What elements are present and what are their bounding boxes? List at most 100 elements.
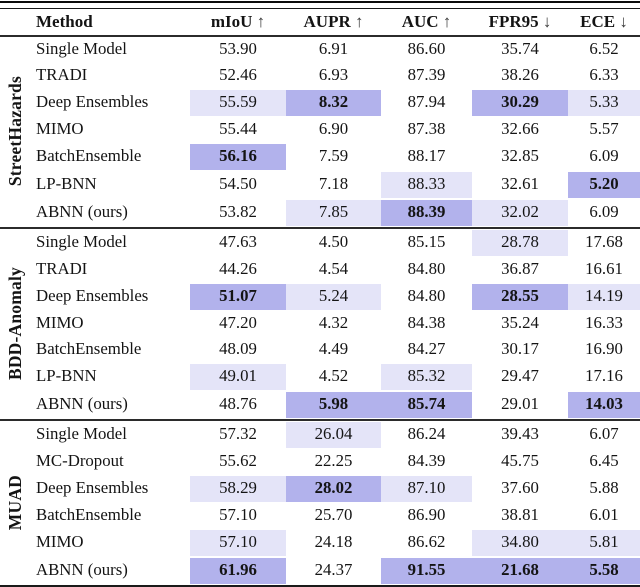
value-cell-aupr: 7.18	[318, 174, 349, 194]
group-label-cell: MUAD	[0, 420, 32, 586]
value-cell-fpr95: 30.17	[501, 339, 539, 359]
method-cell: MC-Dropout	[36, 451, 124, 471]
value-cell-ece: 16.90	[585, 339, 623, 359]
value-cell-miou: 51.07	[190, 283, 286, 311]
metric-column-header-fpr95: FPR95 ↓	[472, 8, 568, 37]
metric-column-header-aupr: AUPR ↑	[286, 8, 381, 37]
value-cell-auc: 85.32	[381, 363, 472, 391]
metric-label: FPR95	[488, 11, 543, 31]
method-cell: LP-BNN	[36, 174, 97, 194]
value-cell-aupr: 7.59	[318, 146, 349, 166]
value-cell-fpr95: 29.01	[501, 394, 539, 414]
value-cell-miou: 55.62	[219, 451, 257, 471]
arrow-down-icon: ↓	[542, 11, 552, 31]
value-cell-ece: 14.03	[568, 391, 640, 420]
value-cell-fpr95: 30.29	[472, 89, 568, 117]
table-row: Deep Ensembles 55.59 8.32 87.94 30.29 5.33	[0, 89, 640, 117]
metric-column-header-ece: ECE ↓	[568, 8, 640, 37]
value-cell-auc: 86.24	[407, 424, 446, 444]
value-cell-aupr: 22.25	[314, 451, 353, 471]
value-cell-auc: 84.27	[407, 339, 446, 359]
method-cell: ABNN (ours)	[36, 560, 128, 580]
method-cell: TRADI	[36, 65, 88, 85]
value-cell-auc: 88.33	[381, 171, 472, 199]
metric-label: AUC	[401, 11, 443, 31]
value-cell-ece: 6.33	[589, 65, 619, 85]
method-cell: MIMO	[36, 119, 84, 139]
method-cell: Single Model	[36, 232, 127, 252]
table-header: Method mIoU ↑ AUPR ↑ AUC ↑ FPR95 ↓ ECE ↓	[0, 8, 640, 37]
value-cell-aupr: 6.91	[318, 39, 349, 59]
value-cell-auc: 84.39	[407, 451, 446, 471]
table-row: StreetHazards Single Model 53.90 6.91 86.60 3…	[0, 36, 640, 186]
value-cell-miou: 48.09	[219, 339, 257, 359]
method-cell: Deep Ensembles	[36, 286, 149, 306]
value-cell-ece: 5.33	[568, 89, 640, 117]
group-label: BDD-Anomaly	[5, 266, 26, 381]
value-cell-ece: 5.88	[589, 478, 619, 498]
value-cell-ece: 14.19	[568, 283, 640, 311]
table-row: LP-BNN 49.01 4.52 85.32 29.47 17.16	[0, 363, 640, 391]
value-cell-miou: 57.10	[219, 505, 257, 525]
header-row: Method mIoU ↑ AUPR ↑ AUC ↑ FPR95 ↓ ECE ↓	[0, 8, 640, 37]
value-cell-ece: 17.68	[585, 232, 623, 252]
table-row: BatchEnsemble 48.09 4.49 84.27 30.17 16.90	[0, 337, 640, 363]
method-cell: Single Model	[36, 424, 127, 444]
method-cell: ABNN (ours)	[36, 202, 128, 222]
value-cell-aupr: 24.37	[314, 560, 353, 580]
method-cell: Single Model	[36, 39, 127, 59]
value-cell-fpr95: 32.61	[501, 174, 539, 194]
method-cell: Deep Ensembles	[36, 478, 149, 498]
value-cell-fpr95: 32.02	[472, 199, 568, 228]
table-row: MIMO 57.10 24.18 86.62 34.80 5.81	[0, 529, 640, 557]
benchmark-results-table: Method mIoU ↑ AUPR ↑ AUC ↑ FPR95 ↓ ECE ↓ Str…	[0, 8, 640, 587]
value-cell-auc: 88.17	[407, 146, 446, 166]
value-cell-miou: 56.16	[190, 143, 286, 171]
table-row: MIMO 55.44 6.90 87.38 32.66 5.57	[0, 117, 640, 143]
value-cell-auc: 87.38	[407, 119, 446, 139]
value-cell-ece: 6.52	[589, 39, 619, 59]
value-cell-auc: 88.39	[381, 199, 472, 228]
group-label: StreetHazards	[5, 76, 26, 187]
value-cell-fpr95: 39.43	[501, 424, 539, 444]
value-cell-ece: 6.01	[589, 505, 619, 525]
table-row: LP-BNN 54.50 7.18 88.33 32.61 5.20	[0, 171, 640, 199]
value-cell-auc: 84.80	[407, 259, 446, 279]
value-cell-aupr: 28.02	[286, 475, 381, 503]
method-cell: ABNN (ours)	[36, 394, 128, 414]
table-row: MIMO 47.20 4.32 84.38 35.24 16.33	[0, 311, 640, 337]
metric-label: mIoU	[210, 11, 257, 31]
value-cell-auc: 86.62	[407, 532, 446, 552]
value-cell-ece: 17.16	[585, 366, 623, 386]
value-cell-aupr: 26.04	[286, 420, 381, 449]
value-cell-aupr: 5.98	[286, 391, 381, 420]
value-cell-aupr: 7.85	[286, 199, 381, 228]
value-cell-auc: 87.39	[407, 65, 446, 85]
value-cell-ece: 6.07	[589, 424, 619, 444]
value-cell-miou: 44.26	[219, 259, 257, 279]
value-cell-fpr95: 21.68	[472, 557, 568, 586]
table-row: TRADI 52.46 6.93 87.39 38.26 6.33	[0, 63, 640, 89]
value-cell-fpr95: 34.80	[472, 529, 568, 557]
value-cell-auc: 91.55	[381, 557, 472, 586]
method-cell: TRADI	[36, 259, 88, 279]
value-cell-auc: 85.74	[381, 391, 472, 420]
value-cell-ece: 16.61	[585, 259, 623, 279]
value-cell-miou: 61.96	[190, 557, 286, 586]
table-row: BatchEnsemble 56.16 7.59 88.17 32.85 6.09	[0, 143, 640, 171]
table-row: ABNN (ours) 53.82 7.85 88.39 32.02 6.09	[0, 199, 640, 228]
value-cell-ece: 5.58	[568, 557, 640, 586]
value-cell-miou: 57.32	[219, 424, 257, 444]
table-row: Deep Ensembles 51.07 5.24 84.80 28.55 14.19	[0, 283, 640, 311]
value-cell-fpr95: 36.87	[501, 259, 539, 279]
dataset-group-muad: MUAD Single Model 57.32 26.04 86.24 39.43 6.07…	[0, 420, 640, 586]
value-cell-ece: 5.57	[589, 119, 619, 139]
value-cell-miou: 52.46	[219, 65, 257, 85]
group-label-cell: StreetHazards	[0, 36, 32, 228]
table-row: ABNN (ours) 48.76 5.98 85.74 29.01 14.03	[0, 391, 640, 420]
value-cell-fpr95: 28.55	[472, 283, 568, 311]
method-cell: BatchEnsemble	[36, 505, 142, 525]
value-cell-auc: 84.38	[407, 313, 446, 333]
value-cell-fpr95: 32.66	[501, 119, 539, 139]
